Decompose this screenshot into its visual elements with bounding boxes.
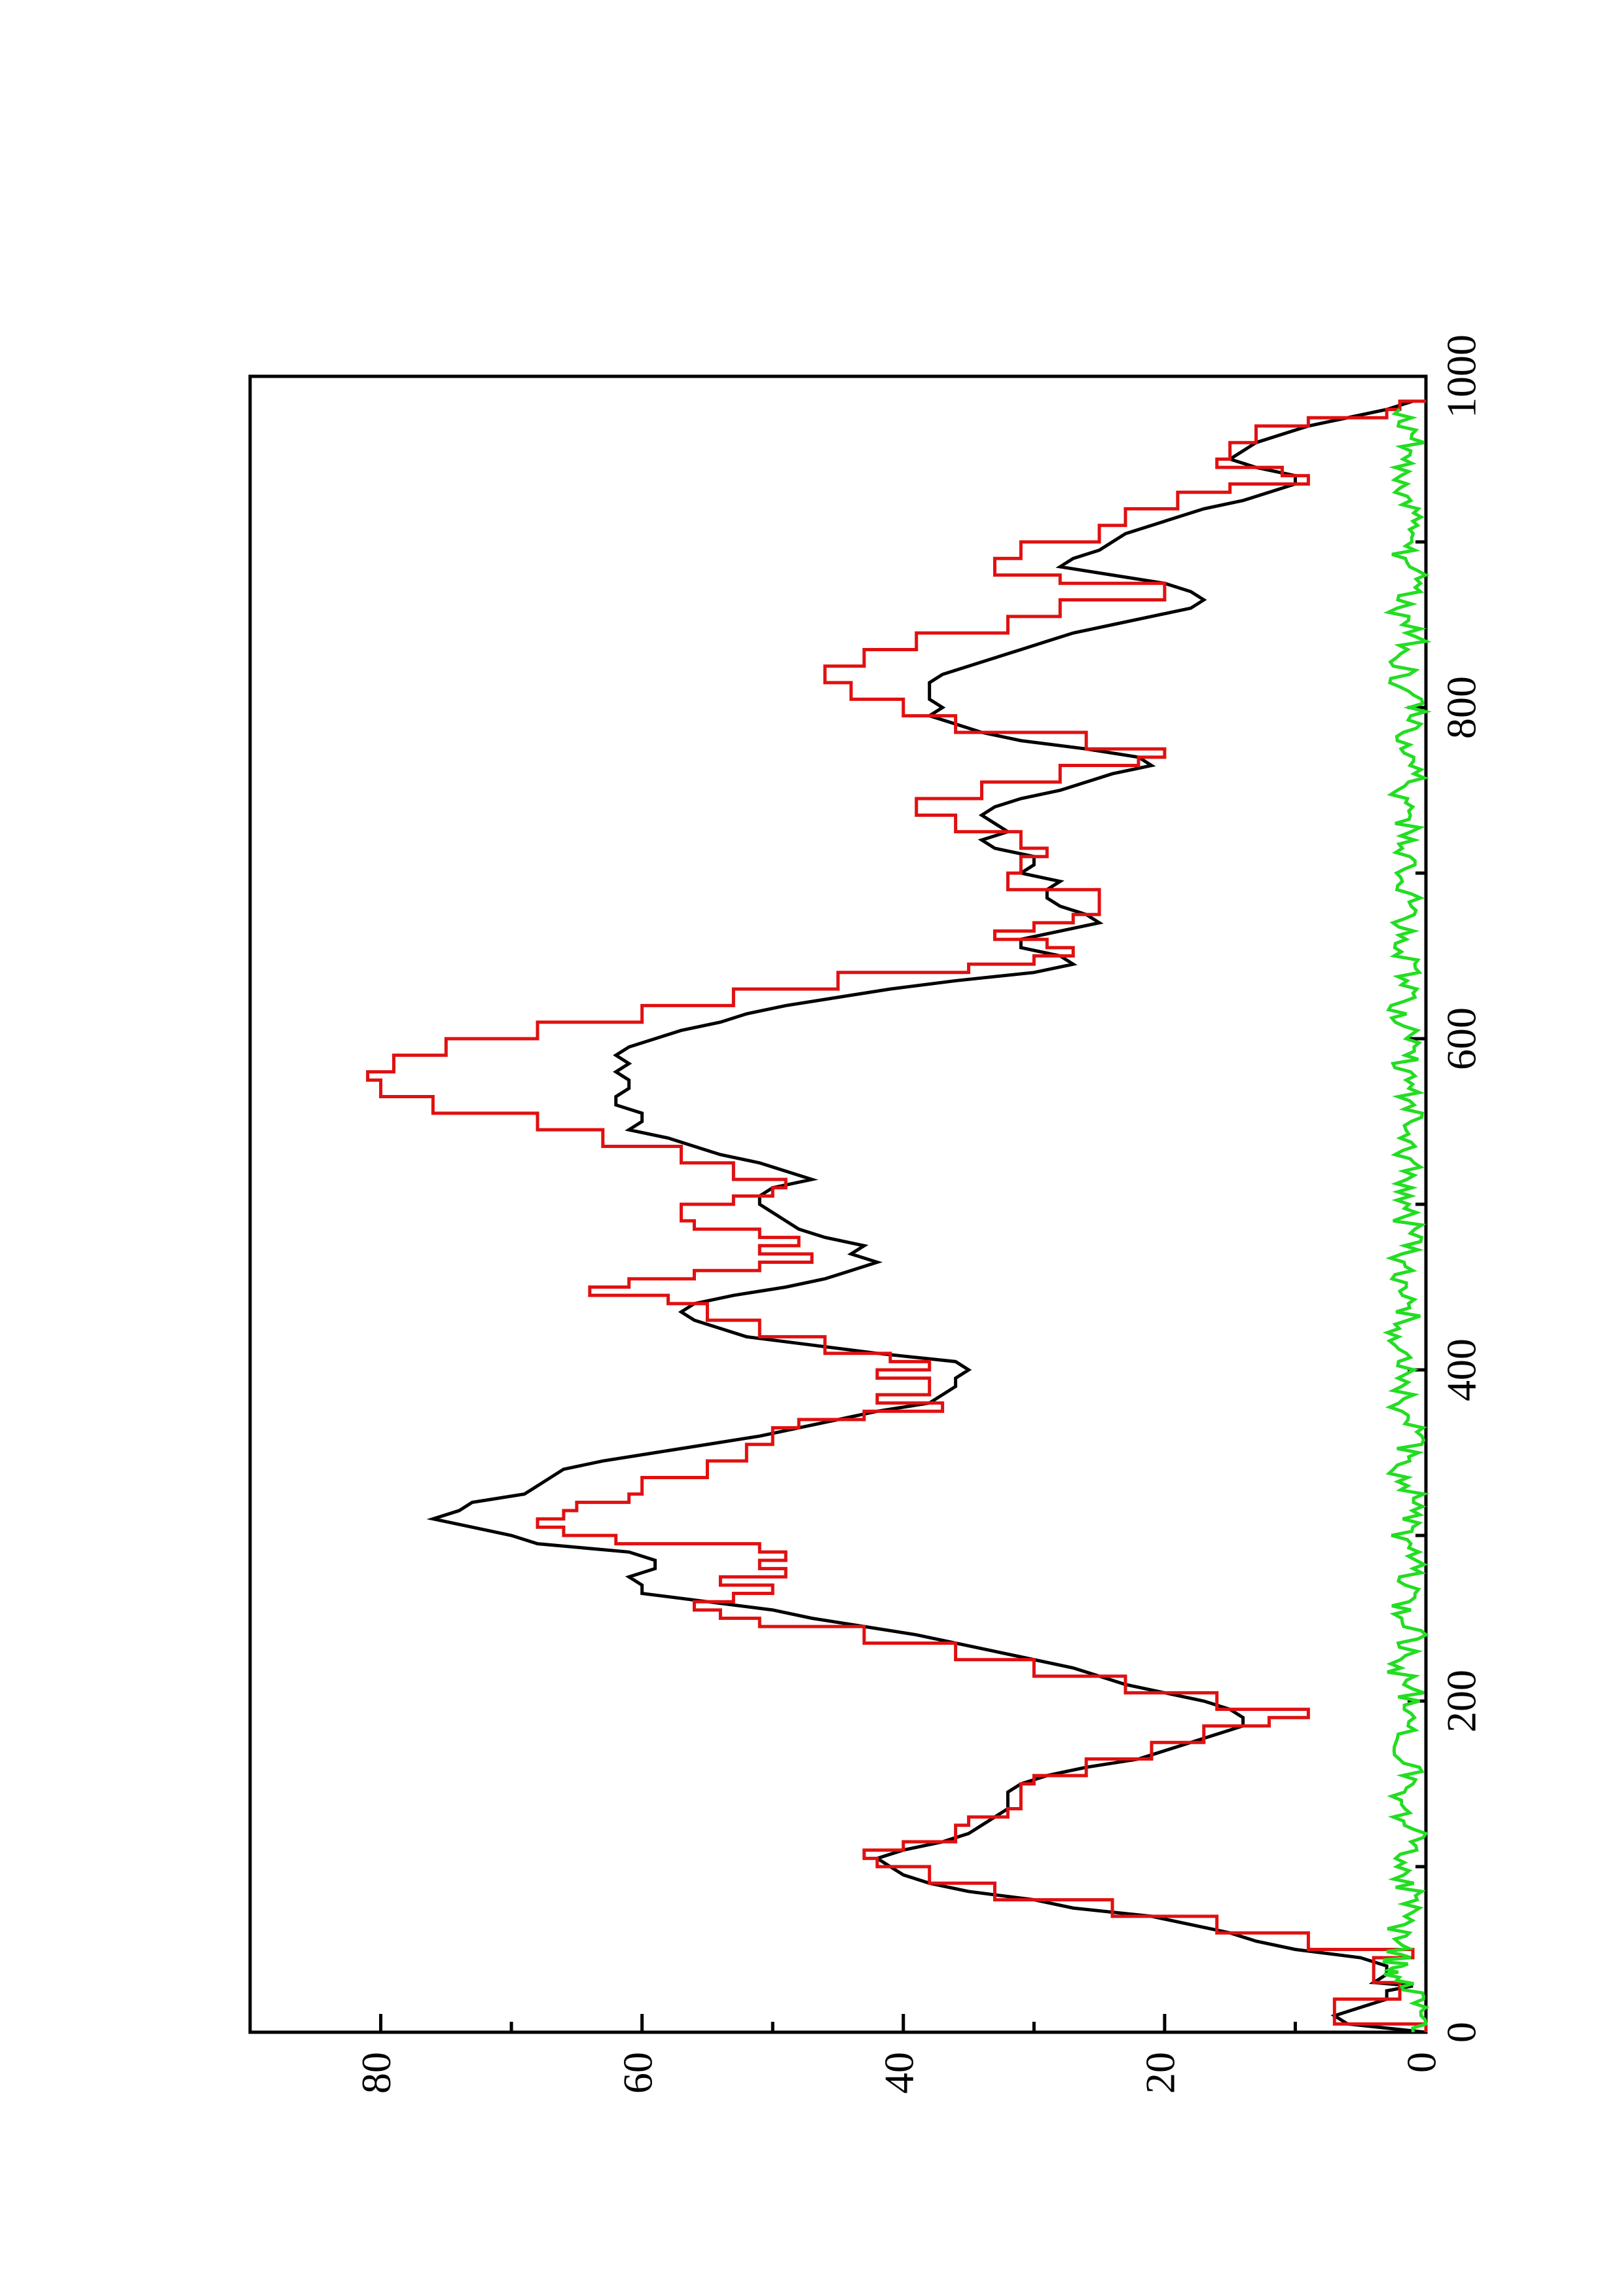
x-tick-label: 1000 xyxy=(1438,334,1485,418)
y-tick-label: 20 xyxy=(1137,2052,1184,2094)
x-tick-label: 800 xyxy=(1438,676,1485,739)
y-tick-label: 80 xyxy=(353,2052,399,2094)
series-line-0 xyxy=(426,399,1427,2034)
y-tick-label: 60 xyxy=(614,2052,661,2094)
x-tick-label: 600 xyxy=(1438,1007,1485,1070)
plot-frame xyxy=(248,374,1428,2034)
series-line-2 xyxy=(1381,408,1432,2033)
x-tick-label: 400 xyxy=(1438,1338,1485,1401)
y-tick-label: 0 xyxy=(1398,2052,1445,2073)
plot-area: 0 200 400 600 800 1000 0 20 40 60 80 xyxy=(248,334,1485,2094)
y-tick-label: 40 xyxy=(875,2052,922,2094)
series-line-1 xyxy=(366,399,1428,2032)
x-tick-label: 200 xyxy=(1438,1670,1485,1732)
x-tick-label: 0 xyxy=(1438,2022,1485,2043)
